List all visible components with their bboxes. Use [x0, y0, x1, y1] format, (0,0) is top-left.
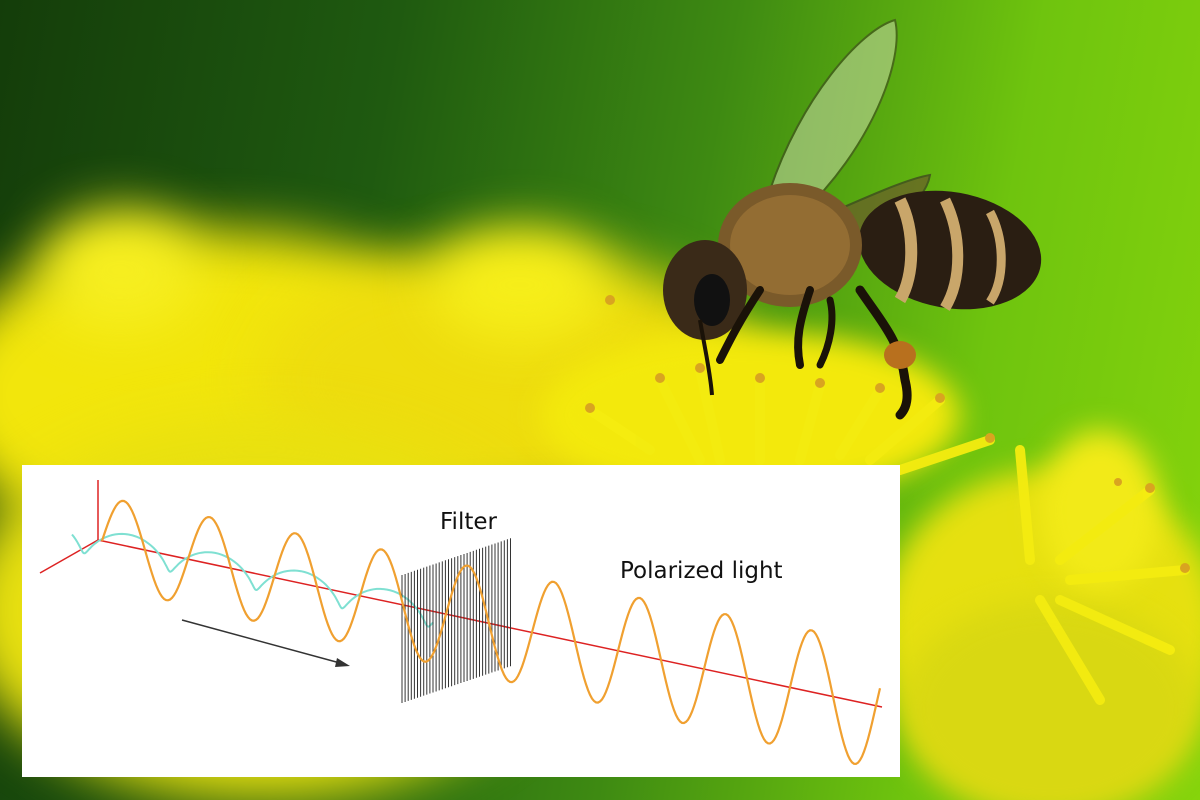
unpolarized-wave	[71, 532, 435, 628]
polarizing-filter	[401, 538, 511, 703]
filter-label: Filter	[440, 509, 497, 535]
axis-depth	[39, 539, 99, 574]
flower-bokeh	[430, 230, 610, 340]
polarization-diagram: Filter Polarized light	[22, 465, 900, 777]
light-wave	[100, 499, 882, 766]
flower-bokeh	[40, 210, 200, 330]
flower-bokeh	[900, 600, 1200, 800]
direction-arrow	[181, 619, 341, 664]
diagram-canvas	[39, 480, 883, 766]
polarized-light-label: Polarized light	[620, 558, 783, 584]
arrow-head	[335, 658, 350, 667]
